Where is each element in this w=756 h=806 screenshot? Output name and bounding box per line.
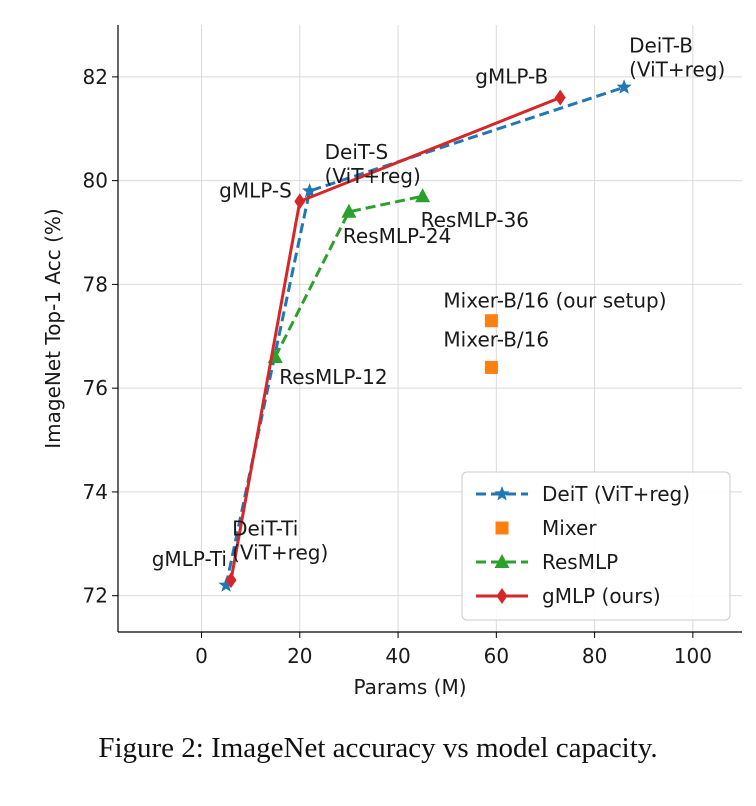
legend-entry: ResMLP [542,550,618,574]
y-tick-label: 74 [83,480,108,504]
x-tick-label: 40 [385,644,410,668]
y-tick-label: 80 [83,169,108,193]
x-axis-label: Params (M) [353,675,466,699]
data-label: gMLP-Ti [152,547,227,571]
x-tick-label: 100 [674,644,712,668]
data-label: DeiT-B (ViT+reg) [629,33,725,81]
legend-marker [495,521,509,535]
y-tick-label: 82 [83,65,108,89]
chart: 0 20 40 60 80 100 72 74 76 78 80 82 Params (M) ImageN… [41,25,742,699]
data-point-gmlp-ours [225,572,237,589]
legend-marker [496,588,508,604]
y-tick-label: 72 [83,584,108,608]
data-label: gMLP-B [475,65,548,89]
data-label: ResMLP-12 [279,365,387,389]
data-label: Mixer-B/16 (our setup) [443,289,666,313]
data-point-deit-vit-reg [616,79,632,94]
x-tick-label: 60 [484,644,509,668]
data-label: ResMLP-36 [421,208,529,232]
data-point-gmlp-ours [294,193,306,210]
data-label: DeiT-Ti (ViT+reg) [232,516,328,564]
y-axis-label: ImageNet Top-1 Acc (%) [41,208,65,448]
data-point-resmlp [415,188,431,203]
y-tick-label: 78 [83,272,108,296]
x-tick-label: 80 [582,644,607,668]
legend-box [461,471,731,621]
series-line-deit-vit-reg [224,85,625,586]
legend-entry: Mixer [542,516,597,540]
data-point-deit-vit-reg [302,183,318,198]
x-tick-label: 20 [287,644,312,668]
legend-marker [494,554,510,568]
legend-marker [494,486,510,501]
data-label: DeiT-S (ViT+reg) [325,140,421,188]
data-label: gMLP-S [219,178,292,202]
legend-entry: gMLP (ours) [542,584,661,608]
figure-caption: Figure 2: ImageNet accuracy vs model cap… [98,732,658,764]
data-label: ResMLP-24 [343,224,451,248]
data-point-mixer [484,314,498,328]
legend-entry: DeiT (ViT+reg) [542,482,690,506]
data-point-resmlp [341,203,357,218]
data-point-gmlp-ours [554,89,566,106]
x-tick-label: 0 [195,644,208,668]
data-point-deit-vit-reg [218,577,234,592]
series-line-resmlp [273,194,423,358]
y-tick-label: 76 [83,376,108,400]
data-label: Mixer-B/16 [443,327,549,351]
data-point-mixer [484,360,498,374]
